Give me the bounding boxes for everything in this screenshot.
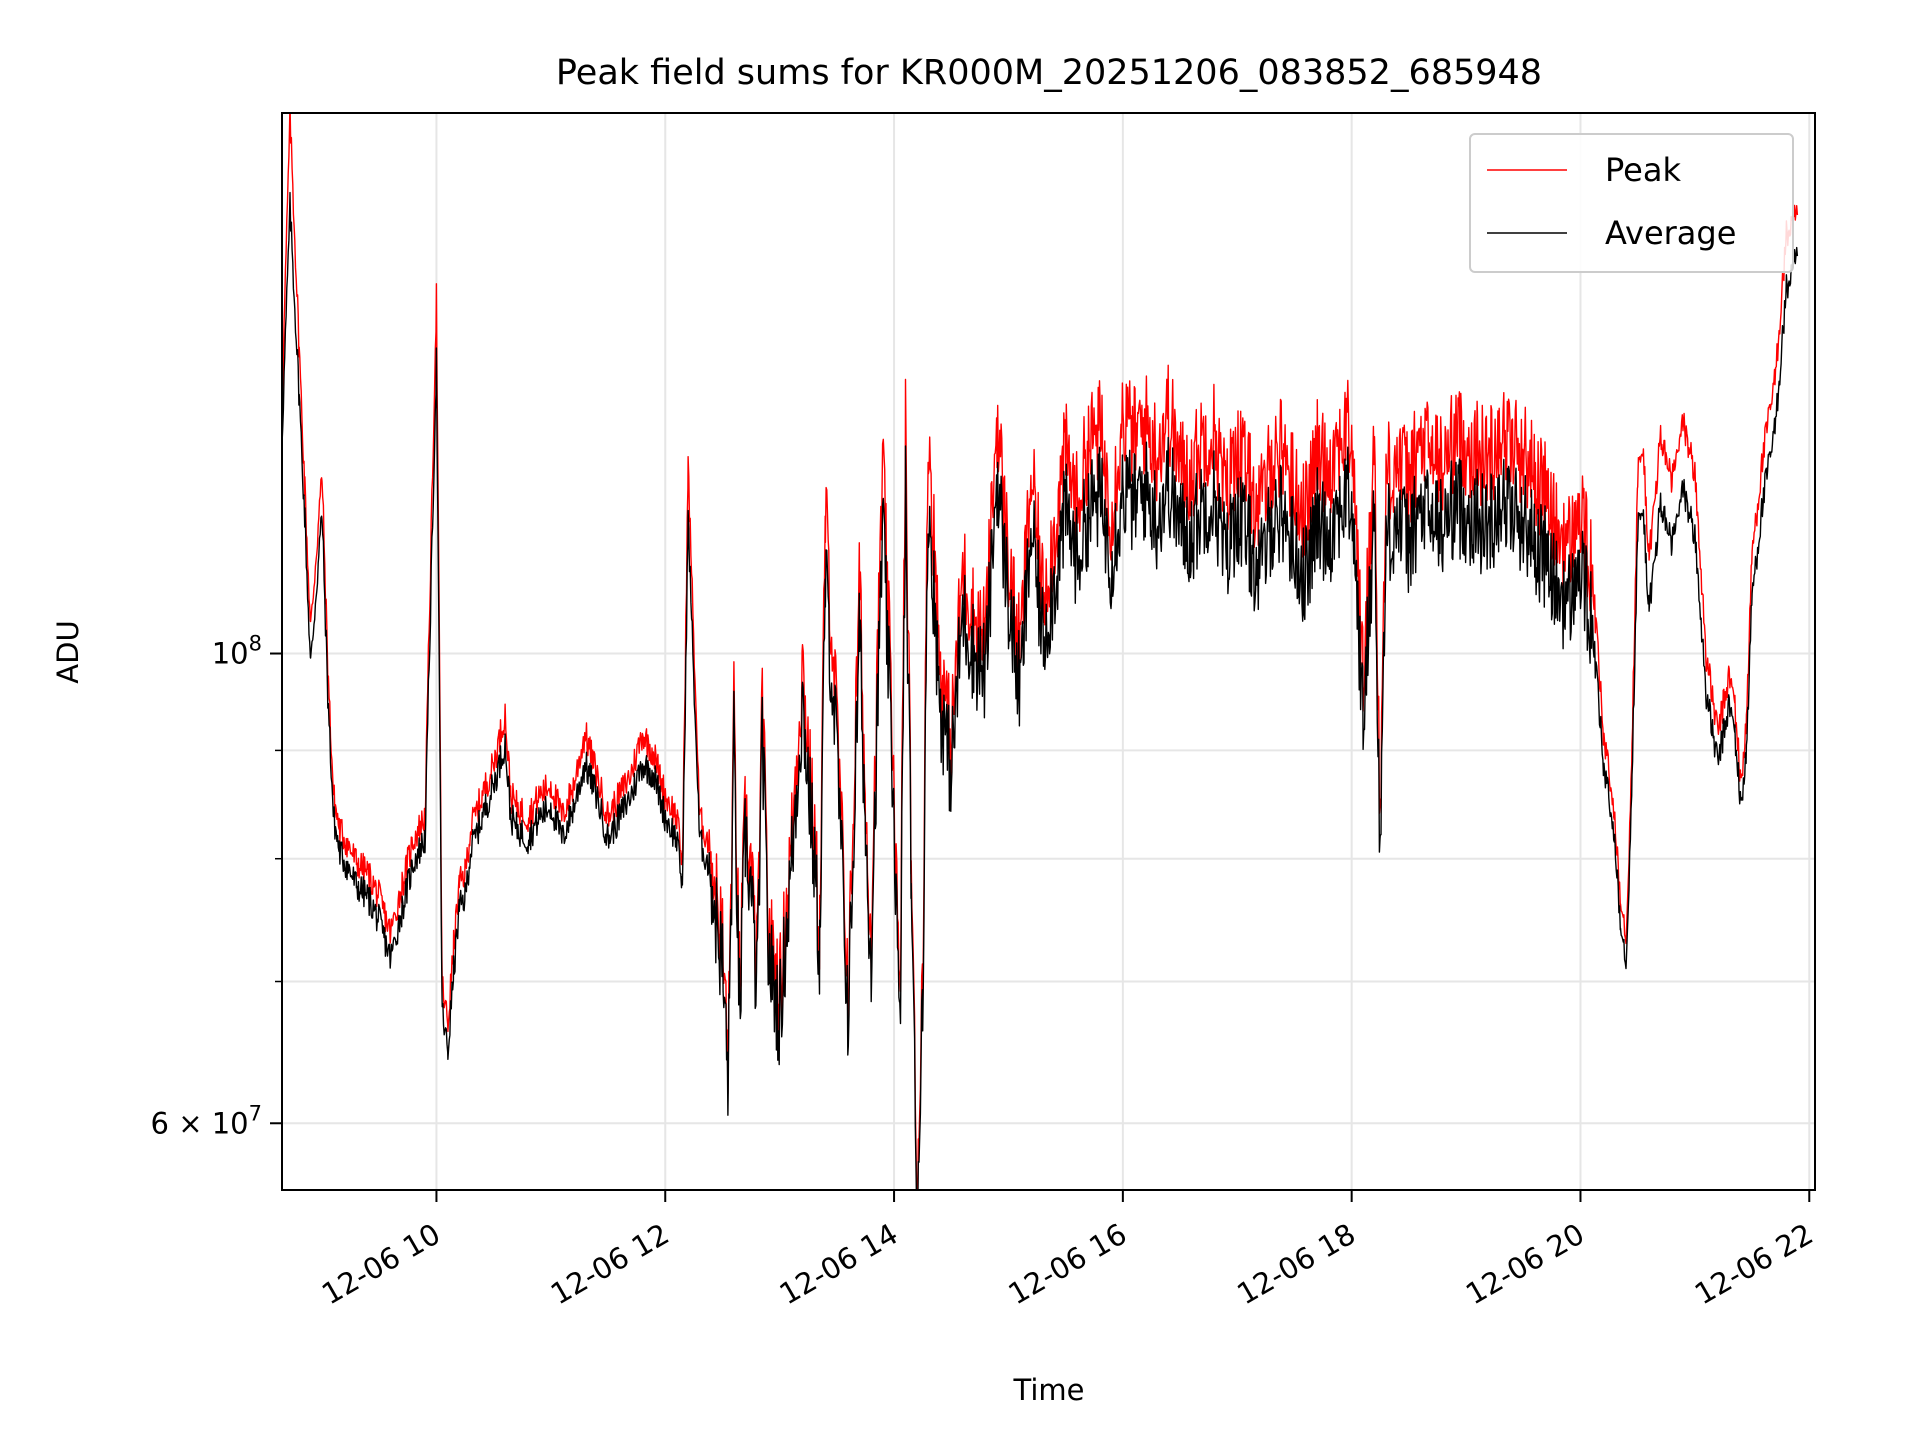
chart-title: Peak field sums for KR000M_20251206_0838… bbox=[556, 53, 1542, 93]
plot-clip-area bbox=[282, 113, 1799, 1190]
legend-peak-label: Peak bbox=[1605, 151, 1681, 189]
peak-series-line bbox=[282, 113, 1799, 1190]
grid bbox=[282, 113, 1815, 1190]
x-tick-label: 12-06 10 bbox=[316, 1217, 446, 1312]
y-axis-label: ADU bbox=[51, 620, 85, 683]
x-tick-label: 12-06 18 bbox=[1231, 1217, 1361, 1312]
x-tick-label: 12-06 22 bbox=[1689, 1217, 1819, 1312]
x-tick-label: 12-06 12 bbox=[545, 1217, 675, 1312]
legend-box bbox=[1469, 133, 1794, 273]
x-axis: 12-06 10 12-06 12 12-06 14 12-06 16 12-06 18… bbox=[316, 1190, 1819, 1311]
y-tick-label: 108 bbox=[212, 632, 262, 671]
x-tick-label: 12-06 20 bbox=[1460, 1217, 1590, 1312]
x-axis-label: Time bbox=[1013, 1373, 1085, 1407]
plot-frame bbox=[281, 112, 1816, 1191]
x-tick-label: 12-06 16 bbox=[1002, 1217, 1132, 1312]
y-axis: 108 6 × 107 bbox=[151, 632, 282, 1140]
x-tick-label: 12-06 14 bbox=[774, 1217, 904, 1312]
legend: Peak Average bbox=[1469, 133, 1794, 273]
average-series-line bbox=[282, 191, 1799, 1190]
legend-average-label: Average bbox=[1605, 214, 1736, 252]
y-tick-label: 6 × 107 bbox=[151, 1101, 262, 1140]
